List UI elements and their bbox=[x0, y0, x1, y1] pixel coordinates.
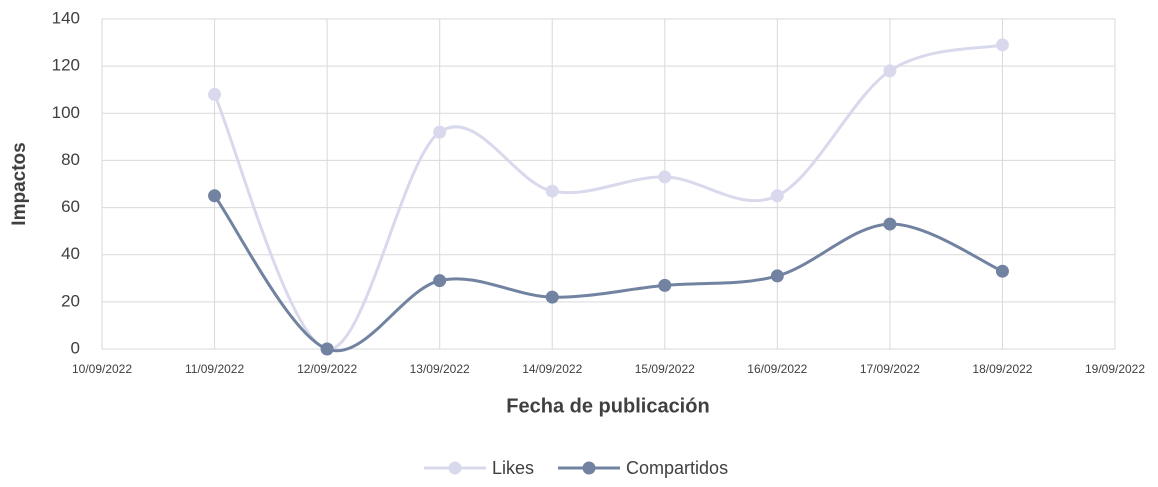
y-tick-label: 120 bbox=[52, 56, 80, 75]
point bbox=[883, 217, 897, 231]
y-tick-label: 140 bbox=[52, 8, 80, 27]
series bbox=[208, 38, 1009, 356]
point bbox=[883, 64, 897, 78]
point bbox=[320, 342, 334, 356]
x-tick-label: 17/09/2022 bbox=[860, 362, 920, 376]
series-line bbox=[213, 194, 1004, 353]
y-tick-label: 0 bbox=[71, 338, 80, 357]
x-tick-label: 11/09/2022 bbox=[185, 362, 244, 376]
y-tick-label: 40 bbox=[61, 244, 80, 263]
point bbox=[433, 125, 447, 139]
x-tick-label: 15/09/2022 bbox=[635, 362, 695, 376]
point bbox=[433, 274, 447, 288]
y-axis-title: Impactos bbox=[9, 142, 30, 225]
point bbox=[208, 87, 222, 101]
x-tick-label: 18/09/2022 bbox=[972, 362, 1032, 376]
legend-label: Likes bbox=[492, 458, 534, 478]
y-tick-label: 80 bbox=[61, 150, 80, 169]
point bbox=[545, 184, 559, 198]
x-tick-label: 10/09/2022 bbox=[72, 362, 132, 376]
series-line bbox=[213, 43, 1003, 351]
point bbox=[658, 170, 672, 184]
point bbox=[995, 264, 1009, 278]
legend-marker bbox=[448, 461, 462, 475]
point bbox=[995, 38, 1009, 52]
point bbox=[770, 269, 784, 283]
series bbox=[208, 189, 1009, 356]
point bbox=[770, 189, 784, 203]
x-tick-label: 19/09/2022 bbox=[1085, 362, 1145, 376]
x-tick-label: 14/09/2022 bbox=[522, 362, 582, 376]
point bbox=[545, 290, 559, 304]
y-tick-label: 100 bbox=[52, 103, 80, 122]
y-tick-label: 60 bbox=[61, 197, 80, 216]
x-axis-title: Fecha de publicación bbox=[506, 395, 709, 417]
legend-label: Compartidos bbox=[626, 458, 728, 478]
point bbox=[208, 189, 222, 203]
x-tick-label: 13/09/2022 bbox=[410, 362, 470, 376]
legend-marker bbox=[582, 461, 596, 475]
y-tick-label: 20 bbox=[61, 291, 80, 310]
x-tick-label: 16/09/2022 bbox=[747, 362, 807, 376]
x-tick-label: 12/09/2022 bbox=[297, 362, 357, 376]
point bbox=[658, 278, 672, 292]
